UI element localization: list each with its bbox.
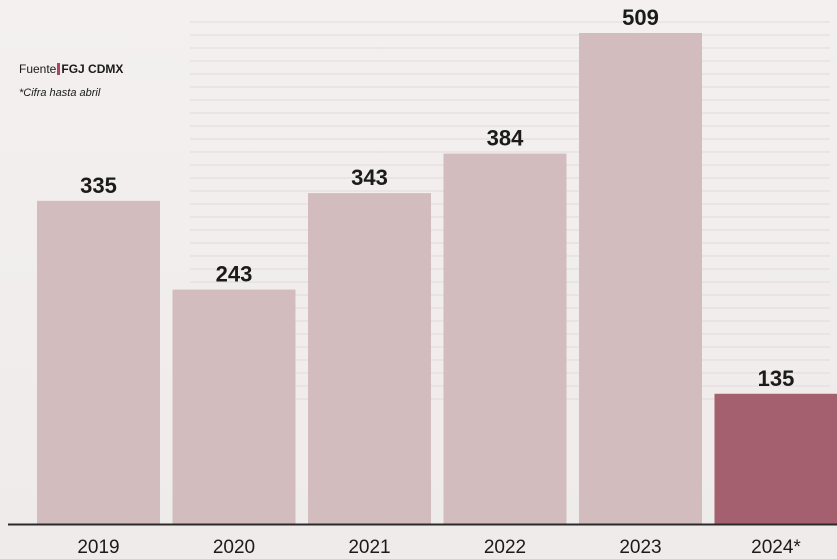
value-label-2022: 384 [487,126,524,151]
x-tick-2020: 2020 [213,537,255,558]
bar-2020 [172,289,296,524]
value-label-2020: 243 [216,262,253,287]
bar-2021 [308,193,431,524]
x-tick-2021: 2021 [348,537,390,558]
source-credit: Fuente FGJ CDMX [19,62,123,76]
source-prefix: Fuente [19,62,57,76]
bar-2024* [714,393,837,524]
value-label-2019: 335 [80,173,117,198]
value-label-2024*: 135 [758,366,795,391]
footnote: *Cifra hasta abril [19,87,101,99]
bar-2023 [579,33,702,524]
bar-2019 [37,200,160,525]
x-tick-2023: 2023 [619,537,661,558]
x-tick-2019: 2019 [77,537,119,558]
source-separator [57,63,61,75]
value-label-2023: 509 [622,5,659,30]
x-tick-2022: 2022 [484,537,526,558]
bar-2022 [443,153,567,524]
source-org: FGJ CDMX [61,62,124,76]
x-tick-2024*: 2024* [751,537,801,558]
value-label-2021: 343 [351,165,388,190]
